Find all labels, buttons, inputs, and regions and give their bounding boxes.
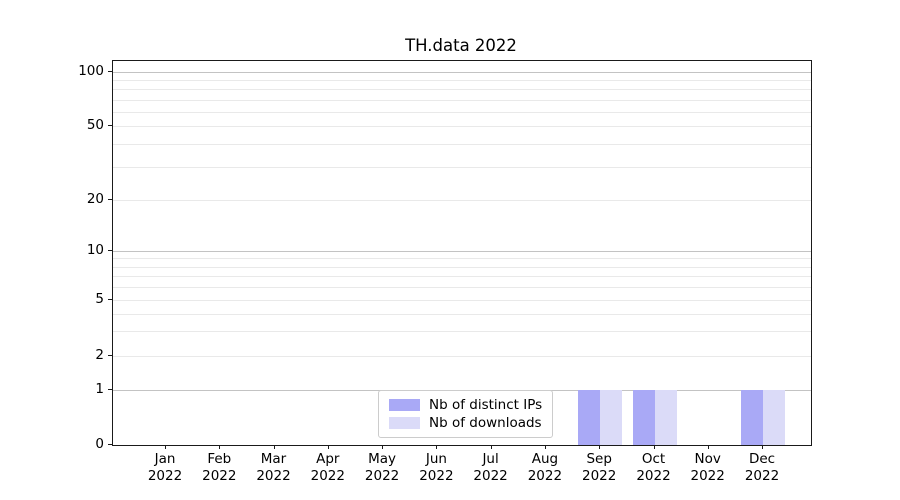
y-tick-mark-2 bbox=[108, 355, 112, 356]
gridline-minor-y-6 bbox=[113, 287, 811, 289]
gridline-minor-y-4 bbox=[113, 313, 811, 315]
gridline-major-y-100 bbox=[113, 71, 811, 73]
x-tick-label-feb: Feb 2022 bbox=[187, 451, 251, 485]
gridline-minor-y-60 bbox=[113, 111, 811, 113]
y-tick-label-2: 2 bbox=[95, 347, 104, 363]
gridline-minor-y-40 bbox=[113, 144, 811, 145]
x-tick-month: Sep bbox=[586, 451, 612, 467]
legend: Nb of distinct IPs Nb of downloads bbox=[378, 390, 553, 438]
bar-dec-distinct-ips bbox=[741, 390, 763, 445]
bar-oct-downloads bbox=[654, 390, 677, 445]
bar-dec-downloads bbox=[763, 390, 785, 445]
gridline-minor-y-3 bbox=[113, 331, 811, 333]
x-tick-month: Mar bbox=[260, 451, 287, 467]
y-tick-mark-10 bbox=[108, 250, 112, 251]
plot-area bbox=[112, 60, 812, 446]
gridline-major-y-10 bbox=[113, 251, 811, 252]
x-tick-label-jul: Jul 2022 bbox=[459, 451, 523, 485]
x-tick-year: 2022 bbox=[473, 468, 508, 484]
x-tick-month: May bbox=[368, 451, 397, 467]
gridline-minor-y-80 bbox=[113, 89, 811, 90]
gridline-minor-y-70 bbox=[113, 99, 811, 101]
chart-title: TH.data 2022 bbox=[405, 36, 517, 55]
x-tick-mark-jun bbox=[436, 445, 438, 449]
gridline-minor-y-90 bbox=[113, 79, 811, 81]
x-tick-label-jan: Jan 2022 bbox=[133, 451, 197, 485]
y-tick-label-50: 50 bbox=[86, 117, 104, 133]
legend-entry-distinct-ips: Nb of distinct IPs bbox=[389, 397, 544, 413]
y-tick-mark-50 bbox=[108, 125, 112, 126]
x-tick-month: Jul bbox=[482, 451, 499, 467]
x-tick-label-may: May 2022 bbox=[350, 451, 414, 485]
x-tick-month: Jun bbox=[425, 451, 447, 467]
bar-sep-distinct-ips bbox=[578, 390, 601, 445]
gridline-minor-y-20 bbox=[113, 200, 811, 201]
y-tick-label-20: 20 bbox=[86, 191, 104, 207]
x-tick-mark-nov bbox=[707, 445, 709, 449]
x-tick-label-jun: Jun 2022 bbox=[404, 451, 468, 485]
legend-label-downloads: Nb of downloads bbox=[429, 415, 542, 431]
y-tick-label-10: 10 bbox=[86, 242, 104, 258]
gridline-minor-y-7 bbox=[113, 276, 811, 278]
y-tick-mark-0 bbox=[108, 443, 112, 445]
x-tick-mark-may bbox=[382, 445, 384, 449]
x-tick-year: 2022 bbox=[744, 468, 780, 484]
x-tick-mark-aug bbox=[544, 445, 546, 449]
x-tick-year: 2022 bbox=[364, 468, 400, 484]
x-tick-year: 2022 bbox=[256, 468, 291, 484]
x-tick-label-sep: Sep 2022 bbox=[567, 451, 631, 485]
legend-label-distinct-ips: Nb of distinct IPs bbox=[429, 397, 543, 413]
gridline-minor-y-30 bbox=[113, 167, 811, 169]
x-tick-mark-apr bbox=[327, 445, 329, 449]
x-tick-mark-oct bbox=[653, 445, 655, 449]
x-tick-year: 2022 bbox=[202, 468, 237, 484]
y-tick-label-5: 5 bbox=[95, 291, 104, 307]
x-tick-label-nov: Nov 2022 bbox=[676, 451, 740, 485]
gridline-minor-y-8 bbox=[113, 266, 811, 268]
x-tick-mark-jan bbox=[165, 445, 166, 449]
x-tick-month: Feb bbox=[207, 451, 232, 467]
x-tick-year: 2022 bbox=[527, 468, 563, 484]
x-tick-month: Apr bbox=[316, 451, 340, 467]
legend-swatch-distinct-ips bbox=[389, 399, 420, 411]
x-tick-label-aug: Aug 2022 bbox=[513, 451, 577, 485]
x-tick-mark-sep bbox=[599, 445, 601, 449]
x-tick-year: 2022 bbox=[636, 468, 671, 484]
y-tick-label-100: 100 bbox=[78, 62, 104, 79]
x-tick-year: 2022 bbox=[690, 468, 725, 484]
x-tick-label-oct: Oct 2022 bbox=[622, 451, 686, 485]
x-tick-label-mar: Mar 2022 bbox=[242, 451, 306, 485]
x-tick-year: 2022 bbox=[419, 468, 454, 484]
legend-entry-downloads: Nb of downloads bbox=[389, 415, 544, 431]
gridline-minor-y-5 bbox=[113, 300, 811, 301]
x-tick-mark-feb bbox=[219, 445, 221, 449]
y-tick-mark-20 bbox=[108, 199, 112, 200]
x-tick-mark-mar bbox=[273, 445, 275, 449]
x-tick-month: Dec bbox=[748, 451, 776, 467]
x-tick-month: Jan bbox=[154, 451, 176, 467]
x-tick-year: 2022 bbox=[147, 468, 183, 484]
y-tick-label-0: 0 bbox=[95, 435, 104, 452]
x-tick-month: Nov bbox=[694, 451, 721, 467]
x-tick-year: 2022 bbox=[582, 468, 617, 484]
legend-swatch-downloads bbox=[389, 417, 420, 429]
y-tick-label-1: 1 bbox=[95, 381, 104, 397]
gridline-minor-y-2 bbox=[113, 356, 811, 357]
x-tick-year: 2022 bbox=[310, 468, 345, 484]
bar-oct-distinct-ips bbox=[632, 390, 655, 445]
x-tick-month: Oct bbox=[641, 451, 666, 467]
gridline-minor-y-9 bbox=[113, 258, 811, 260]
y-tick-mark-100 bbox=[108, 70, 112, 72]
bar-sep-downloads bbox=[600, 390, 623, 445]
x-tick-label-apr: Apr 2022 bbox=[296, 451, 360, 485]
x-tick-label-dec: Dec 2022 bbox=[730, 451, 794, 485]
x-tick-mark-jul bbox=[490, 445, 492, 449]
gridline-minor-y-50 bbox=[113, 126, 811, 127]
x-tick-mark-dec bbox=[762, 445, 763, 449]
x-tick-month: Aug bbox=[531, 451, 559, 467]
y-tick-mark-1 bbox=[108, 389, 112, 390]
y-tick-mark-5 bbox=[108, 299, 112, 300]
